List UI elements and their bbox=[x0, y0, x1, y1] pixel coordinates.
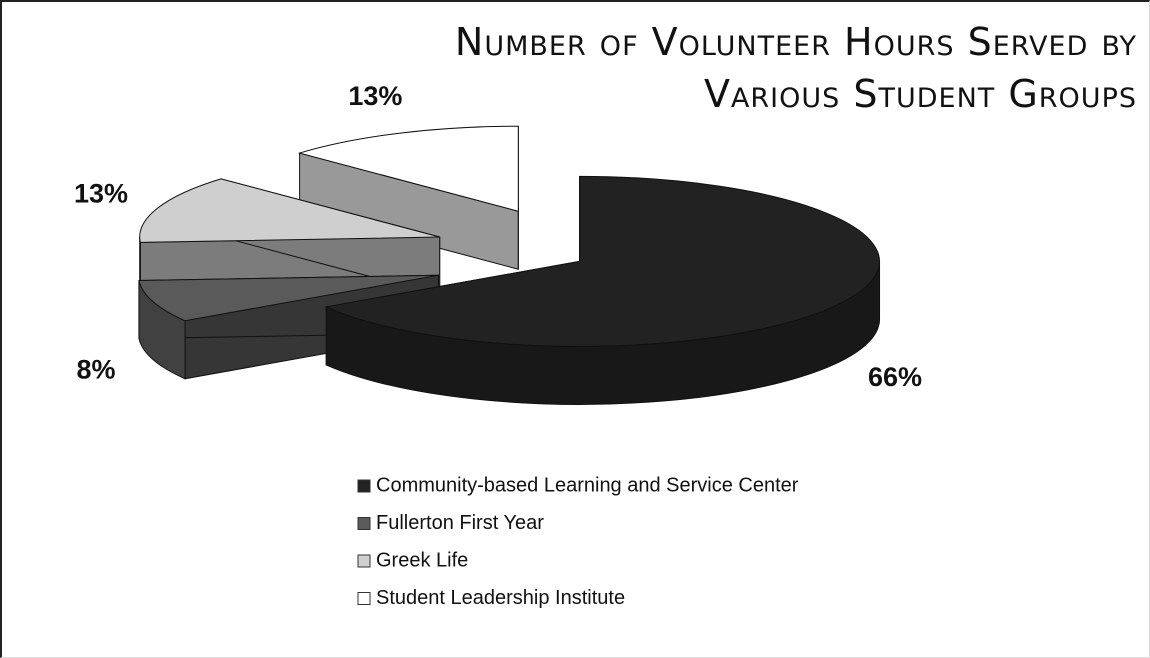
slice bbox=[138, 274, 439, 322]
legend-label: Community-based Learning and Service Cen… bbox=[376, 474, 799, 496]
data-label: 13% bbox=[74, 178, 128, 208]
legend-swatch bbox=[357, 554, 371, 568]
legend-label: Greek Life bbox=[376, 549, 468, 571]
chart-title: Number of Volunteer Hours Served by Vari… bbox=[454, 20, 1137, 116]
data-label: 8% bbox=[76, 354, 115, 384]
legend-label: Student Leadership Institute bbox=[376, 587, 625, 609]
legend-swatch bbox=[357, 592, 371, 605]
legend-swatch bbox=[357, 517, 371, 530]
data-label: 66% bbox=[868, 362, 922, 392]
slice bbox=[324, 175, 881, 347]
slice bbox=[139, 178, 440, 243]
data-label: 13% bbox=[348, 81, 402, 111]
slice bbox=[297, 125, 519, 212]
legend-label: Fullerton First Year bbox=[376, 512, 544, 534]
legend-swatch bbox=[357, 479, 371, 493]
